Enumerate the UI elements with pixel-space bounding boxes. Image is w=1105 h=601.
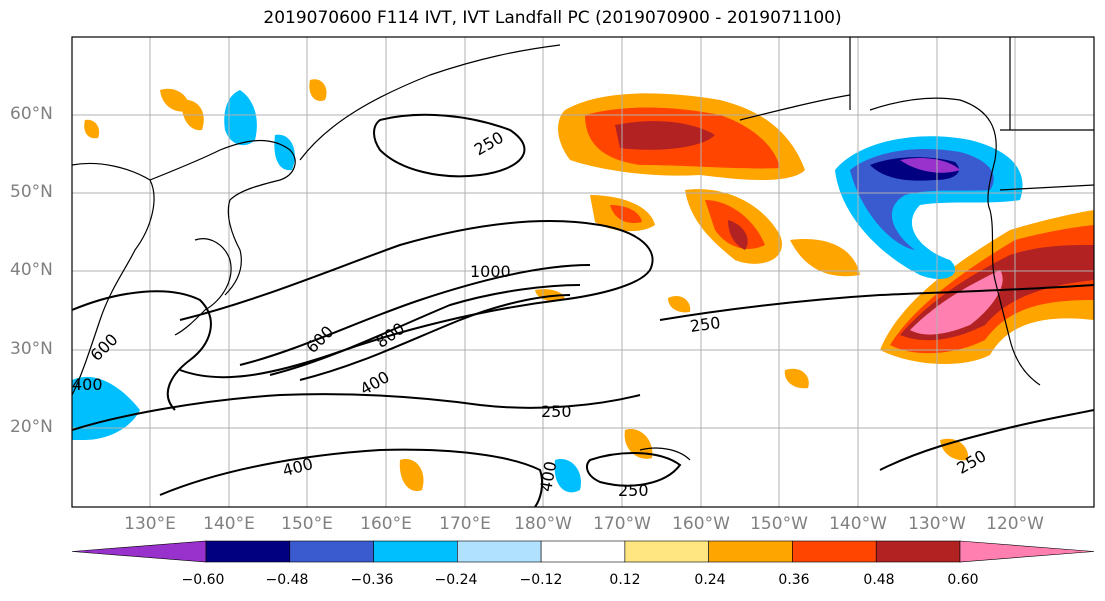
colorbar-cell bbox=[540, 540, 626, 563]
colorbar-tick-label: 0.60 bbox=[947, 572, 979, 588]
colorbar-cell bbox=[457, 540, 542, 563]
lon-label: 140°W bbox=[829, 514, 887, 534]
contour-label: 400 bbox=[72, 375, 103, 394]
colorbar-cell bbox=[289, 540, 374, 563]
colorbar-cell bbox=[205, 540, 291, 563]
colorbar-tick-label: −0.36 bbox=[350, 572, 394, 588]
lat-label: 30°N bbox=[10, 339, 53, 359]
lon-label: 140°E bbox=[203, 514, 255, 534]
colorbar bbox=[71, 540, 1095, 563]
contour-label: 250 bbox=[541, 402, 572, 421]
colorbar-cell bbox=[624, 540, 709, 563]
lon-label: 150°W bbox=[750, 514, 808, 534]
colorbar-cell bbox=[708, 540, 793, 563]
lon-label: 150°E bbox=[281, 514, 333, 534]
colorbar-tick-label: 0.48 bbox=[863, 572, 895, 588]
map-title: 2019070600 F114 IVT, IVT Landfall PC (20… bbox=[263, 8, 842, 28]
lon-label: 160°E bbox=[360, 514, 412, 534]
map-frame bbox=[71, 36, 1095, 508]
colorbar-tick-label: 0.24 bbox=[694, 572, 726, 588]
contour-label: 250 bbox=[618, 481, 649, 500]
map-panel: 250 1000 600 800 400 250 600 400 250 400… bbox=[71, 36, 1095, 508]
lon-label: 170°E bbox=[439, 514, 491, 534]
colorbar-tick-label: −0.12 bbox=[519, 572, 563, 588]
lon-label: 180°W bbox=[514, 514, 572, 534]
lat-label: 50°N bbox=[10, 182, 53, 202]
lon-label: 130°W bbox=[908, 514, 966, 534]
colorbar-tick-label: 0.36 bbox=[778, 572, 810, 588]
colorbar-cell bbox=[959, 540, 1095, 563]
colorbar-tick-label: 0.12 bbox=[609, 572, 641, 588]
colorbar-cell bbox=[71, 540, 207, 563]
colorbar-cell bbox=[875, 540, 961, 563]
lat-label: 20°N bbox=[10, 417, 53, 437]
colorbar-tick-label: −0.60 bbox=[181, 572, 225, 588]
ivt-contours bbox=[72, 113, 1094, 507]
lat-label: 60°N bbox=[10, 104, 53, 124]
lon-label: 160°W bbox=[672, 514, 730, 534]
lon-label: 120°W bbox=[986, 514, 1044, 534]
colorbar-cell bbox=[373, 540, 458, 563]
graticule bbox=[72, 37, 1094, 507]
lat-label: 40°N bbox=[10, 260, 53, 280]
colorbar-cell bbox=[792, 540, 877, 563]
coastlines bbox=[72, 37, 1094, 461]
colorbar-tick-label: −0.48 bbox=[265, 572, 309, 588]
colorbar-tick-label: −0.24 bbox=[434, 572, 478, 588]
contour-label: 1000 bbox=[470, 262, 511, 281]
contour-label: 250 bbox=[689, 313, 722, 336]
lon-label: 170°W bbox=[593, 514, 651, 534]
lon-label: 130°E bbox=[124, 514, 176, 534]
